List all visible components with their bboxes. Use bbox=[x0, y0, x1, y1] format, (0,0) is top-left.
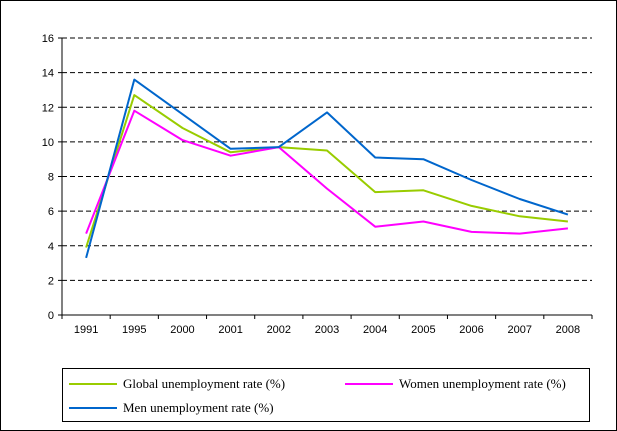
x-tick-label-2001: 2001 bbox=[218, 324, 242, 336]
legend-label-women: Women unemployment rate (%) bbox=[399, 376, 566, 391]
legend: Global unemployment rate (%) Women unemp… bbox=[62, 368, 590, 422]
tick-labels: 0 2 4 6 8 10 12 14 16 1991 1995 2000 2001 2002 2003 200… bbox=[42, 33, 580, 336]
series-line-2 bbox=[85, 78, 569, 259]
legend-swatch-global bbox=[69, 383, 117, 385]
x-tick-label-2002: 2002 bbox=[267, 324, 291, 336]
series-line-1 bbox=[85, 109, 569, 235]
y-tick-label-5: 10 bbox=[42, 137, 54, 149]
y-tick-label-3: 6 bbox=[48, 206, 54, 218]
y-tick-label-7: 14 bbox=[42, 68, 54, 80]
gridlines bbox=[62, 37, 592, 281]
x-tick-label-1991: 1991 bbox=[74, 324, 98, 336]
legend-item-global: Global unemployment rate (%) bbox=[69, 375, 285, 393]
y-tick-label-8: 16 bbox=[42, 33, 54, 45]
x-tick-label-2006: 2006 bbox=[459, 324, 483, 336]
x-tick-label-2007: 2007 bbox=[507, 324, 531, 336]
x-tick-label-1995: 1995 bbox=[122, 324, 146, 336]
legend-swatch-men bbox=[69, 407, 117, 409]
x-tick-label-2004: 2004 bbox=[363, 324, 387, 336]
legend-label-global: Global unemployment rate (%) bbox=[123, 376, 286, 391]
axes bbox=[58, 37, 593, 319]
y-tick-label-1: 2 bbox=[48, 275, 54, 287]
series-lines bbox=[85, 78, 569, 259]
y-tick-label-6: 12 bbox=[42, 102, 54, 114]
legend-swatch-women bbox=[345, 383, 393, 385]
legend-label-men: Men unemployment rate (%) bbox=[123, 400, 274, 415]
x-tick-label-2000: 2000 bbox=[170, 324, 194, 336]
x-tick-label-2003: 2003 bbox=[315, 324, 339, 336]
x-tick-label-2005: 2005 bbox=[411, 324, 435, 336]
x-tick-label-2008: 2008 bbox=[556, 324, 580, 336]
y-tick-label-2: 4 bbox=[48, 241, 54, 253]
y-tick-label-4: 8 bbox=[48, 172, 54, 184]
y-tick-label-0: 0 bbox=[48, 310, 54, 322]
legend-item-women: Women unemployment rate (%) bbox=[345, 375, 566, 393]
legend-item-men: Men unemployment rate (%) bbox=[69, 399, 274, 417]
series-line-0 bbox=[85, 94, 569, 248]
